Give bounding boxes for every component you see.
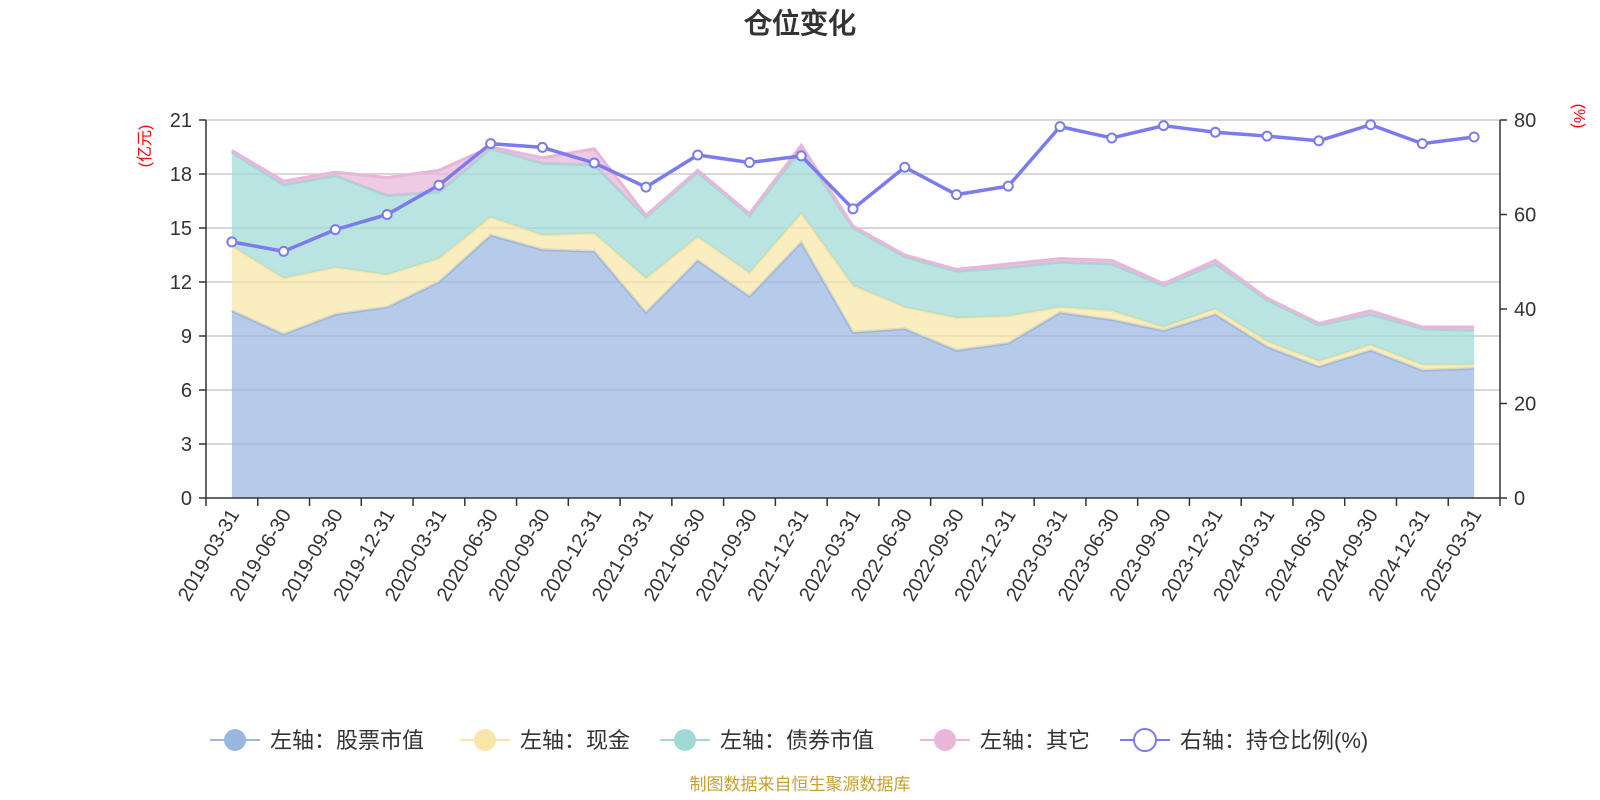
ratio-point[interactable] — [692, 149, 704, 161]
ratio-point[interactable] — [433, 179, 445, 191]
ratio-point[interactable] — [1209, 126, 1221, 138]
left-axis-unit: (亿元) — [136, 125, 154, 168]
ratio-point[interactable] — [329, 224, 341, 236]
ratio-point[interactable] — [847, 203, 859, 215]
ratio-point[interactable] — [743, 157, 755, 169]
legend-item-4[interactable]: 左轴：其它 — [920, 728, 1090, 753]
right-axis-tick-label: 60 — [1514, 205, 1536, 227]
right-axis-unit: (%) — [1570, 104, 1587, 129]
legend-item-2[interactable]: 左轴：现金 — [460, 728, 630, 753]
left-axis-tick-label: 21 — [170, 110, 192, 132]
ratio-point[interactable] — [226, 236, 238, 248]
ratio-point[interactable] — [1365, 119, 1377, 131]
left-axis-tick-label: 12 — [170, 272, 192, 294]
ratio-point[interactable] — [1261, 130, 1273, 142]
right-axis-tick-label: 0 — [1514, 488, 1525, 510]
ratio-point[interactable] — [795, 150, 807, 162]
ratio-point[interactable] — [1313, 135, 1325, 147]
right-axis-tick-label: 20 — [1514, 394, 1536, 416]
left-axis-tick-label: 6 — [181, 380, 192, 402]
legend-marker — [474, 729, 496, 751]
ratio-point[interactable] — [588, 157, 600, 169]
legend-item-5[interactable]: 右轴：持仓比例(%) — [1120, 728, 1368, 753]
left-axis-tick-label: 15 — [170, 218, 192, 240]
ratio-point[interactable] — [640, 181, 652, 193]
ratio-point[interactable] — [1468, 131, 1480, 143]
ratio-point[interactable] — [536, 141, 548, 153]
legend-label: 左轴：股票市值 — [270, 728, 424, 753]
legend-item-1[interactable]: 左轴：股票市值 — [210, 728, 424, 753]
ratio-point[interactable] — [899, 161, 911, 173]
legend-label: 左轴：其它 — [980, 728, 1090, 753]
legend-marker — [674, 729, 696, 751]
legend-label: 右轴：持仓比例(%) — [1180, 728, 1368, 753]
ratio-point[interactable] — [1158, 120, 1170, 132]
source-note: 制图数据来自恒生聚源数据库 — [690, 775, 911, 794]
area-series-3 — [231, 148, 1475, 365]
stacked-areas — [231, 142, 1475, 498]
ratio-point[interactable] — [1054, 121, 1066, 133]
left-axis-tick-label: 18 — [170, 164, 192, 186]
ratio-line — [226, 119, 1480, 257]
right-axis-tick-label: 40 — [1514, 299, 1536, 321]
area-series-edge-4 — [231, 142, 1475, 329]
ratio-point[interactable] — [951, 189, 963, 201]
left-axis-tick-label: 9 — [181, 326, 192, 348]
legend-marker — [224, 729, 246, 751]
ratio-point[interactable] — [1416, 138, 1428, 150]
ratio-point[interactable] — [381, 209, 393, 220]
ratio-point[interactable] — [485, 138, 497, 150]
legend: 左轴：股票市值 左轴：现金 左轴：债券市值 左轴：其它 右轴：持仓比例(%) — [210, 728, 1368, 753]
ratio-point[interactable] — [1106, 132, 1118, 144]
left-axis-tick-label: 3 — [181, 434, 192, 456]
chart-title: 仓位变化 — [744, 7, 856, 39]
legend-marker — [1133, 728, 1157, 752]
legend-label: 左轴：债券市值 — [720, 728, 874, 753]
legend-label: 左轴：现金 — [520, 728, 630, 753]
left-axis-tick-label: 0 — [181, 488, 192, 510]
legend-marker — [934, 729, 956, 751]
area-series-1 — [231, 235, 1475, 498]
legend-item-3[interactable]: 左轴：债券市值 — [660, 728, 874, 753]
right-axis-tick-label: 80 — [1514, 110, 1536, 132]
ratio-point[interactable] — [1002, 180, 1014, 192]
ratio-point[interactable] — [278, 245, 290, 257]
area-series-2 — [231, 213, 1475, 371]
